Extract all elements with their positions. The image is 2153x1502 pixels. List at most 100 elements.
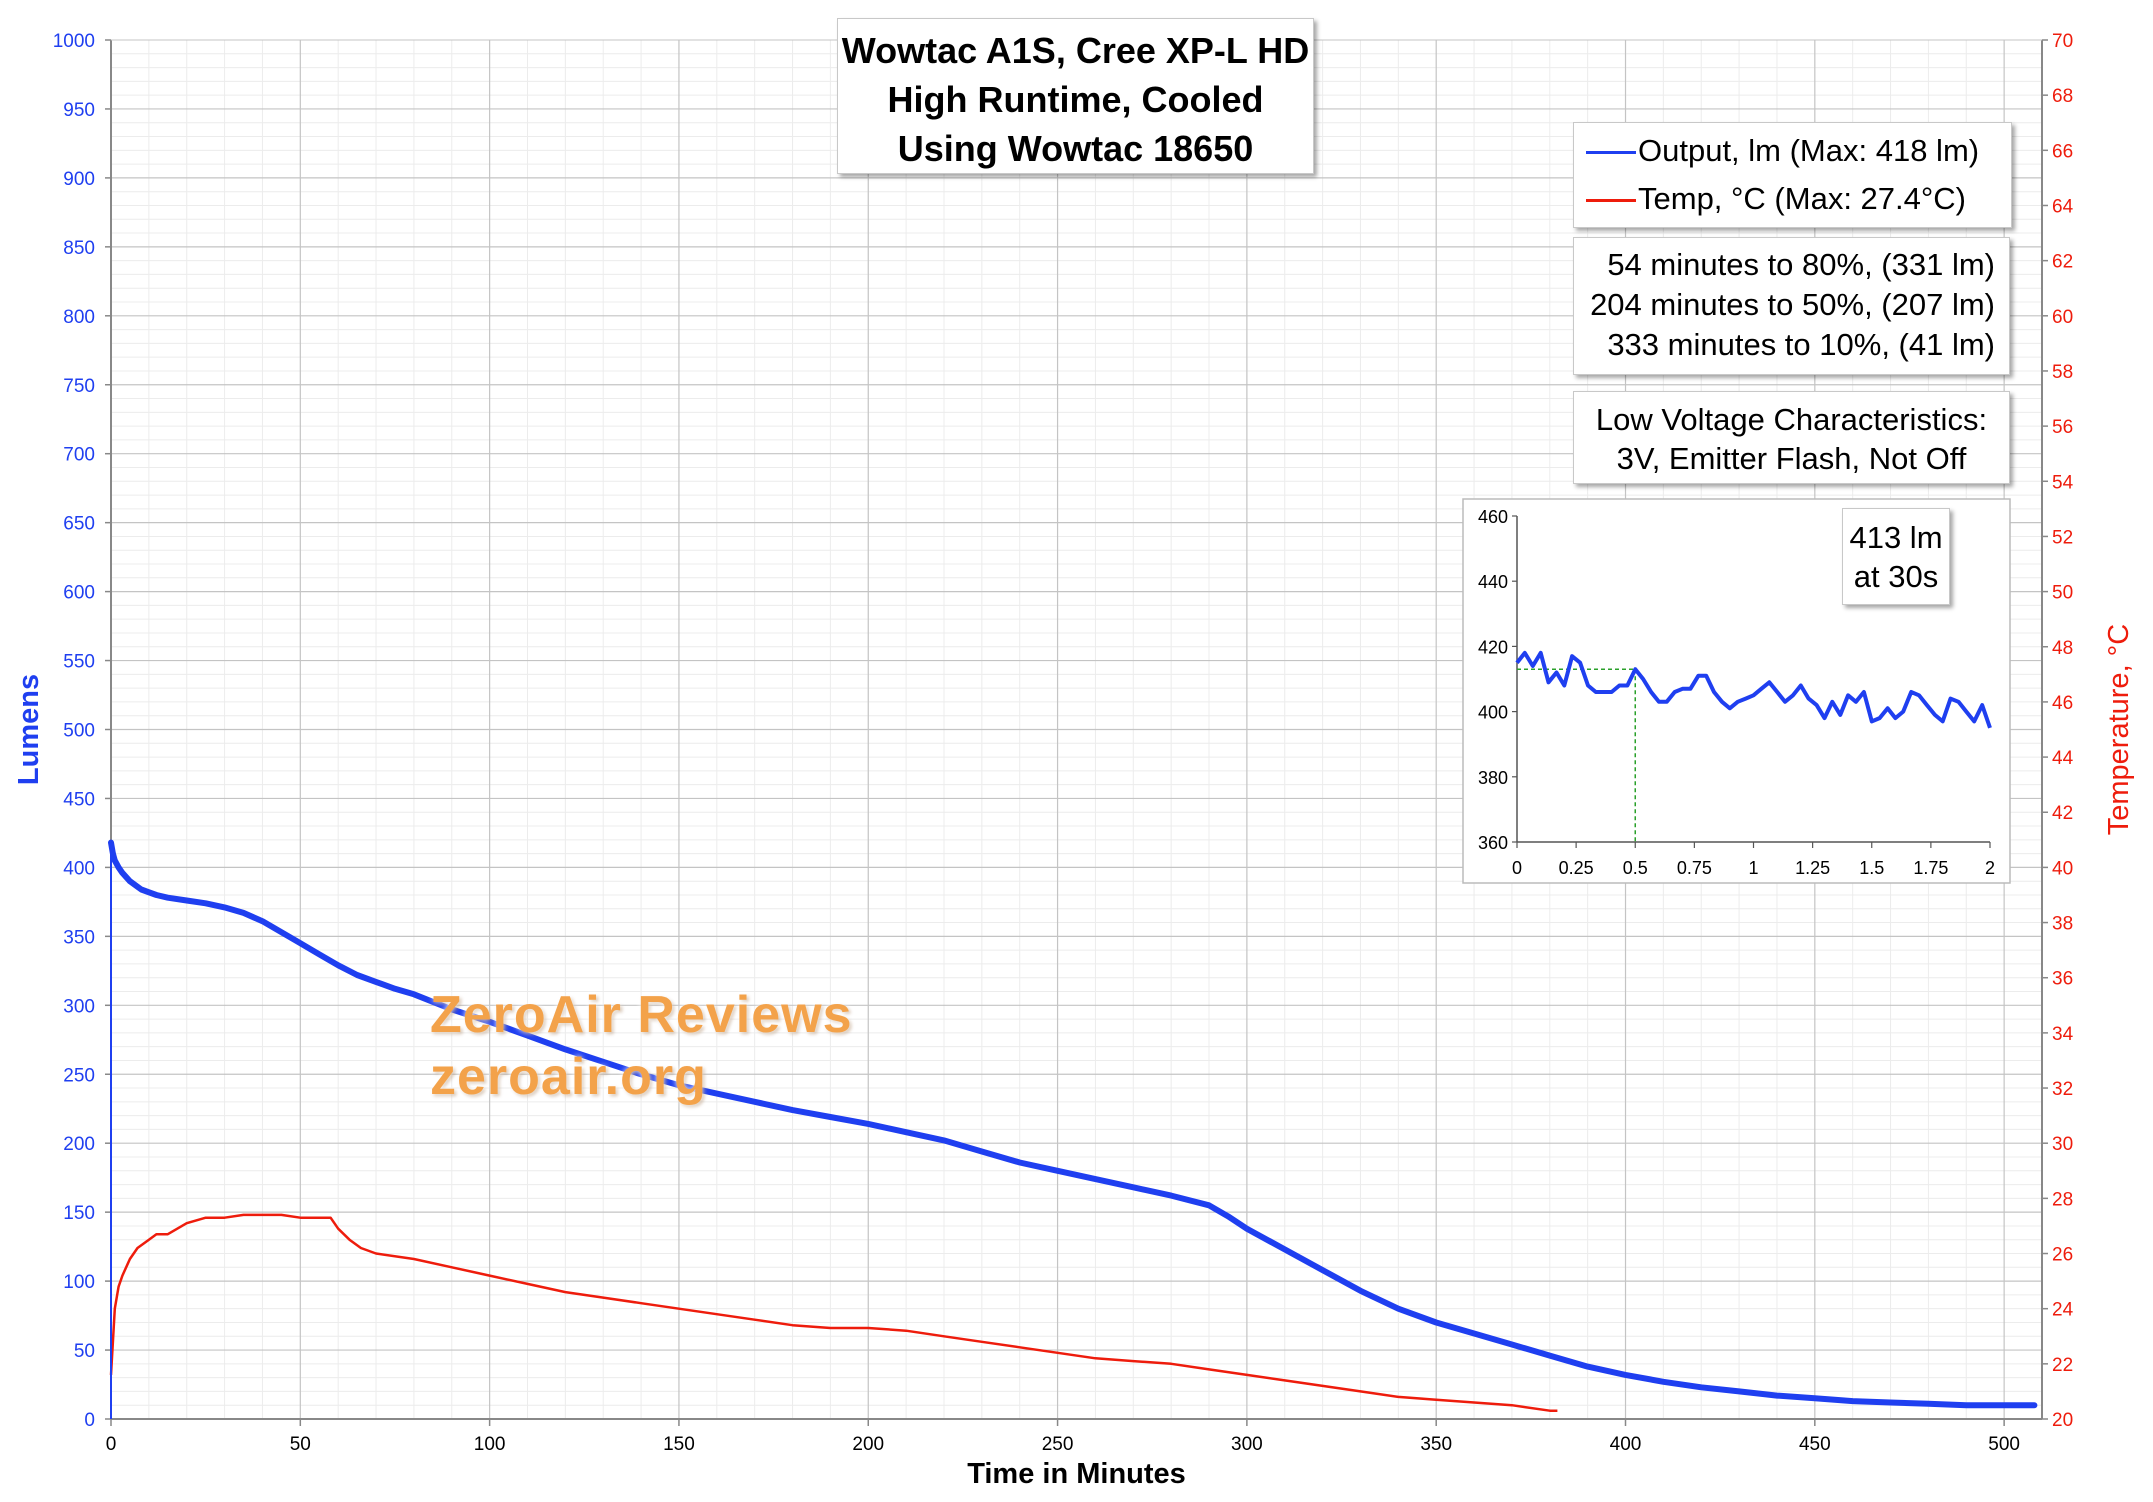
watermark-title: ZeroAir Reviews (430, 986, 853, 1044)
x-tick-label: 250 (1042, 1434, 1074, 1455)
left-tick-label: 100 (63, 1272, 95, 1293)
low-voltage-title: Low Voltage Characteristics: (1595, 402, 1988, 437)
runtime-stats: 54 minutes to 80%, (331 lm) 204 minutes … (1573, 237, 2010, 375)
left-tick-label: 350 (63, 927, 95, 948)
inset-chart: 360 380 400 420 440 460 0 0.25 0.5 0.75 1 1.25 1.5 1.… (1462, 498, 2011, 884)
right-tick-label: 52 (2052, 527, 2073, 548)
legend-output-label: Output, lm (Max: 418 lm) (1638, 133, 1980, 168)
right-tick-label: 28 (2052, 1189, 2073, 1210)
series-temp (109, 1213, 1558, 1412)
right-tick-label: 50 (2052, 583, 2073, 604)
left-tick-label: 200 (63, 1134, 95, 1155)
temp-line (109, 1213, 1558, 1412)
left-tick-label: 450 (63, 789, 95, 810)
left-tick-label: 750 (63, 376, 95, 397)
inset-y-tick-label: 420 (1478, 637, 1508, 657)
inset-x-tick-label: 0.5 (1623, 858, 1648, 878)
left-tick-label: 0 (84, 1410, 95, 1431)
right-tick-label: 44 (2052, 748, 2074, 769)
chart-title-line-1: Wowtac A1S, Cree XP-L HD (841, 30, 1310, 71)
right-tick-label: 62 (2052, 252, 2073, 273)
left-tick-label: 600 (63, 583, 95, 604)
x-tick-label: 100 (474, 1434, 506, 1455)
left-tick-label: 300 (63, 996, 95, 1017)
inset-y-tick-label: 460 (1478, 507, 1508, 527)
left-tick-label: 900 (63, 169, 95, 190)
left-tick-label: 800 (63, 307, 95, 328)
right-tick-label: 42 (2052, 803, 2073, 824)
left-tick-label: 650 (63, 514, 95, 535)
chart-title-line-3: Using Wowtac 18650 (897, 128, 1254, 169)
left-axis-ticks: 0 50 100 150 200 250 300 350 400 450 500 550 600 650 7… (53, 31, 111, 1431)
inset-x-tick-label: 2 (1985, 858, 1995, 878)
right-tick-label: 54 (2052, 472, 2074, 493)
left-tick-label: 50 (74, 1341, 95, 1362)
right-tick-label: 56 (2052, 417, 2073, 438)
legend-temp-swatch (1586, 199, 1636, 202)
stat-10: 333 minutes to 10%, (41 lm) (1607, 327, 1995, 362)
x-tick-label: 500 (1988, 1434, 2020, 1455)
inset-x-tick-label: 1.25 (1795, 858, 1830, 878)
left-tick-label: 250 (63, 1065, 95, 1086)
left-tick-label: 950 (63, 100, 95, 121)
inset-x-tick-label: 0.25 (1559, 858, 1594, 878)
x-axis-ticks: 0 50 100 150 200 250 300 350 400 450 500 (106, 1419, 2020, 1455)
right-tick-label: 38 (2052, 914, 2073, 935)
chart-title-line-2: High Runtime, Cooled (887, 79, 1264, 120)
legend-temp-label: Temp, °C (Max: 27.4°C) (1638, 181, 1966, 216)
low-voltage-detail: 3V, Emitter Flash, Not Off (1616, 441, 1967, 476)
x-tick-label: 50 (290, 1434, 311, 1455)
inset-y-tick-label: 440 (1478, 572, 1508, 592)
legend: Output, lm (Max: 418 lm) Temp, °C (Max: … (1573, 122, 2012, 228)
x-tick-label: 350 (1420, 1434, 1452, 1455)
stat-50: 204 minutes to 50%, (207 lm) (1590, 287, 1995, 322)
right-axis-title: Temperature, °C (2103, 624, 2135, 835)
inset-output-line (1515, 650, 1992, 729)
x-tick-label: 400 (1610, 1434, 1642, 1455)
right-tick-label: 64 (2052, 196, 2074, 217)
right-tick-label: 22 (2052, 1355, 2073, 1376)
x-tick-label: 450 (1799, 1434, 1831, 1455)
chart-title: Wowtac A1S, Cree XP-L HD High Runtime, C… (837, 18, 1314, 174)
inset-x-tick-label: 1.5 (1859, 858, 1884, 878)
right-tick-label: 26 (2052, 1245, 2073, 1266)
x-tick-label: 0 (106, 1434, 117, 1455)
x-axis-title: Time in Minutes (967, 1458, 1186, 1490)
output-line (108, 839, 2038, 1409)
right-tick-label: 58 (2052, 362, 2073, 383)
right-tick-label: 24 (2052, 1300, 2074, 1321)
right-tick-label: 66 (2052, 141, 2073, 162)
right-tick-label: 36 (2052, 969, 2073, 990)
right-tick-label: 48 (2052, 638, 2073, 659)
low-voltage-note: Low Voltage Characteristics: 3V, Emitter… (1573, 391, 2010, 484)
inset-y-tick-label: 360 (1478, 833, 1508, 853)
left-axis-title: Lumens (13, 674, 45, 785)
stat-80: 54 minutes to 80%, (331 lm) (1607, 247, 1995, 282)
x-tick-label: 300 (1231, 1434, 1263, 1455)
inset-annotation-time: at 30s (1853, 559, 1939, 594)
right-tick-label: 20 (2052, 1410, 2073, 1431)
right-axis-ticks: 20 22 24 26 28 30 32 34 36 38 40 42 44 46 48 50 52 54 56 58… (2042, 31, 2074, 1431)
right-tick-label: 46 (2052, 693, 2073, 714)
right-tick-label: 32 (2052, 1079, 2073, 1100)
right-tick-label: 40 (2052, 858, 2073, 879)
x-tick-label: 150 (663, 1434, 695, 1455)
left-tick-label: 550 (63, 652, 95, 673)
left-tick-label: 400 (63, 858, 95, 879)
inset-x-tick-label: 1 (1748, 858, 1758, 878)
inset-x-tick-label: 1.75 (1913, 858, 1948, 878)
x-tick-label: 200 (852, 1434, 884, 1455)
inset-y-tick-label: 380 (1478, 768, 1508, 788)
inset-annotation-value: 413 lm (1849, 520, 1943, 555)
right-tick-label: 60 (2052, 307, 2073, 328)
inset-x-tick-label: 0 (1512, 858, 1522, 878)
inset-x-tick-label: 0.75 (1677, 858, 1712, 878)
watermark-url: zeroair.org (430, 1048, 707, 1106)
left-tick-label: 850 (63, 238, 95, 259)
left-tick-label: 700 (63, 445, 95, 466)
inset-y-tick-label: 400 (1478, 703, 1508, 723)
left-tick-label: 1000 (53, 31, 95, 52)
inset-annotation: 413 lm at 30s (1842, 508, 1950, 605)
right-tick-label: 68 (2052, 86, 2073, 107)
right-tick-label: 70 (2052, 31, 2073, 52)
